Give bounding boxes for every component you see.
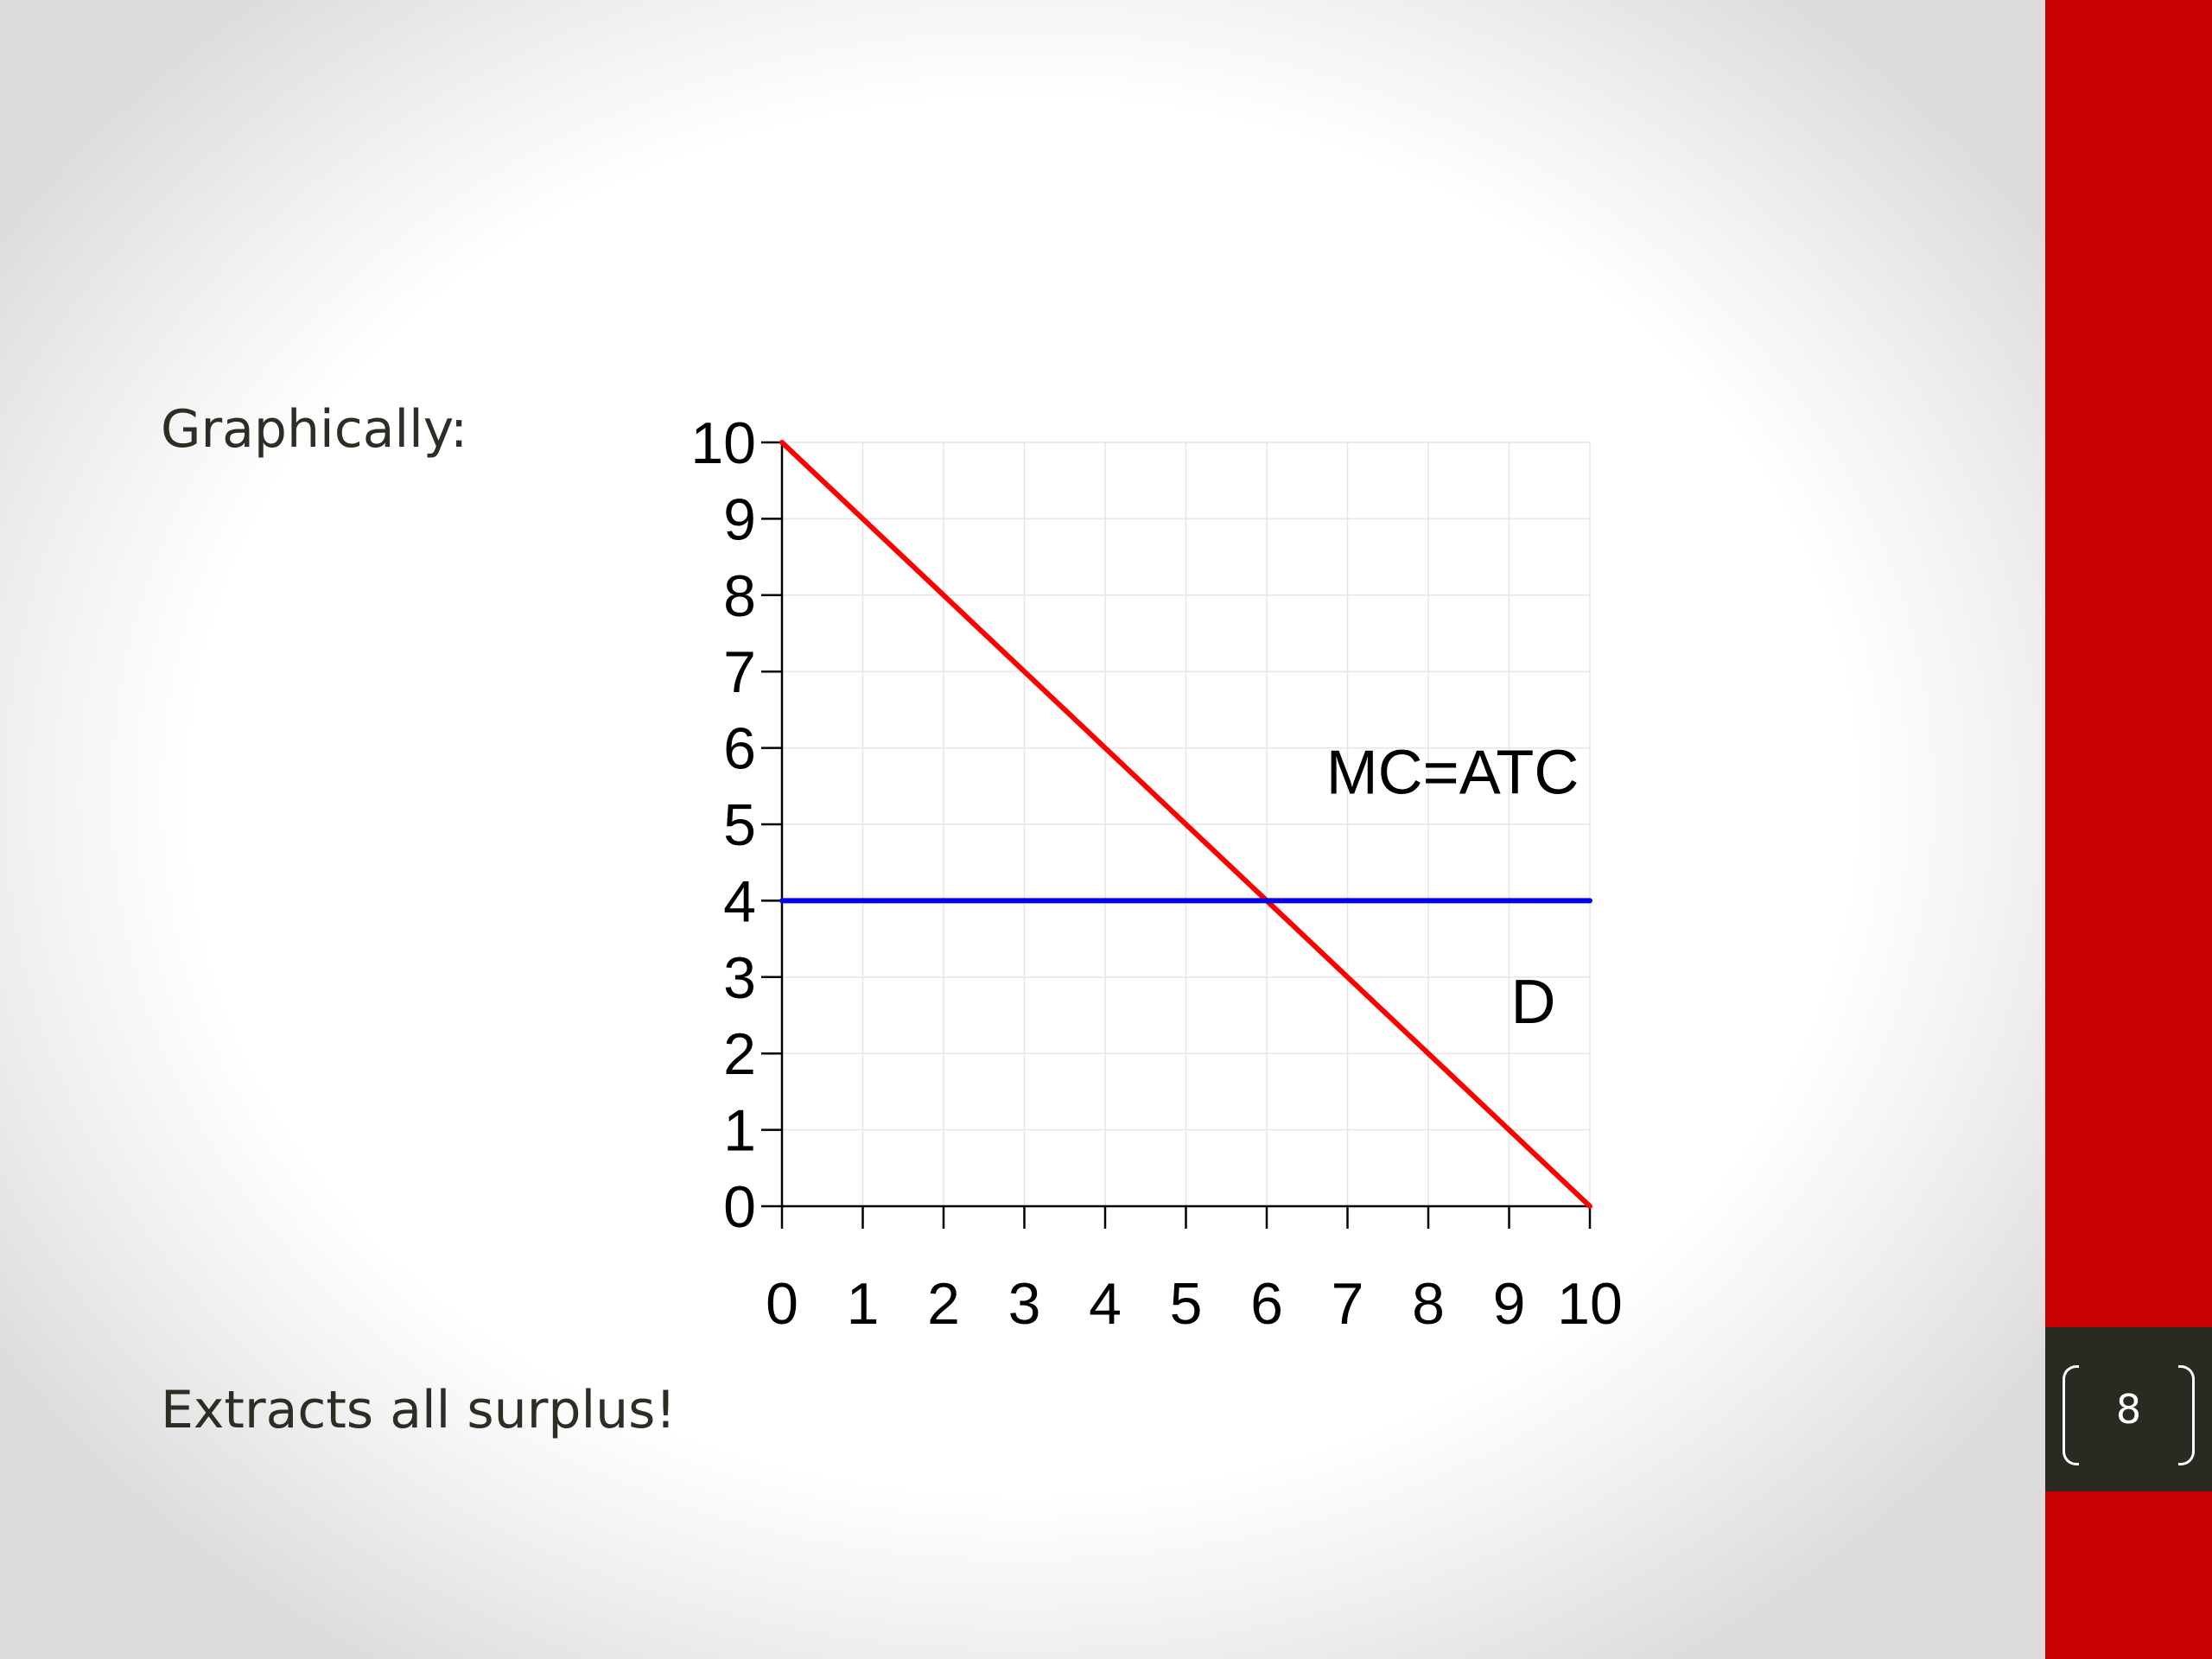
x-tick-label: 1 (847, 1271, 880, 1337)
page-number: 8 (2115, 1386, 2142, 1433)
y-tick-label: 10 (690, 410, 756, 476)
annotation-label: D (1511, 968, 1556, 1037)
left-bracket-icon (2063, 1365, 2079, 1465)
x-tick-label: 2 (927, 1271, 960, 1337)
right-bracket-icon (2178, 1365, 2195, 1465)
x-tick-label: 3 (1008, 1271, 1041, 1337)
x-tick-label: 5 (1170, 1271, 1203, 1337)
page-number-box: 8 (2045, 1327, 2212, 1491)
x-tick-label: 0 (766, 1271, 798, 1337)
x-tick-label: 4 (1089, 1271, 1122, 1337)
series-line-d (779, 440, 1592, 1209)
annotation-label: MC=ATC (1326, 739, 1580, 808)
chart-labels: MC=ATC D (1326, 739, 1580, 1037)
y-tick-label: 0 (723, 1174, 756, 1240)
x-tick-label: 8 (1412, 1271, 1445, 1337)
slide-heading: Graphically: (161, 399, 468, 460)
x-tick-label: 10 (1557, 1271, 1623, 1337)
y-tick-label: 5 (723, 792, 756, 858)
y-tick-label: 6 (723, 716, 756, 782)
chart-grid (781, 442, 1591, 1207)
y-tick-label: 1 (723, 1098, 756, 1164)
y-tick-label: 8 (723, 563, 756, 629)
x-tick-label: 6 (1250, 1271, 1283, 1337)
slide-background (0, 0, 2045, 1659)
chart-series (779, 440, 1592, 1209)
y-tick-label: 3 (723, 945, 756, 1011)
x-tick-label: 7 (1332, 1271, 1364, 1337)
y-tick-label: 4 (723, 868, 756, 934)
slide-footer-text: Extracts all surplus! (161, 1380, 677, 1440)
y-tick-label: 2 (723, 1021, 756, 1087)
x-tick-label: 9 (1493, 1271, 1526, 1337)
y-tick-label: 7 (723, 639, 756, 705)
y-tick-label: 9 (723, 486, 756, 552)
